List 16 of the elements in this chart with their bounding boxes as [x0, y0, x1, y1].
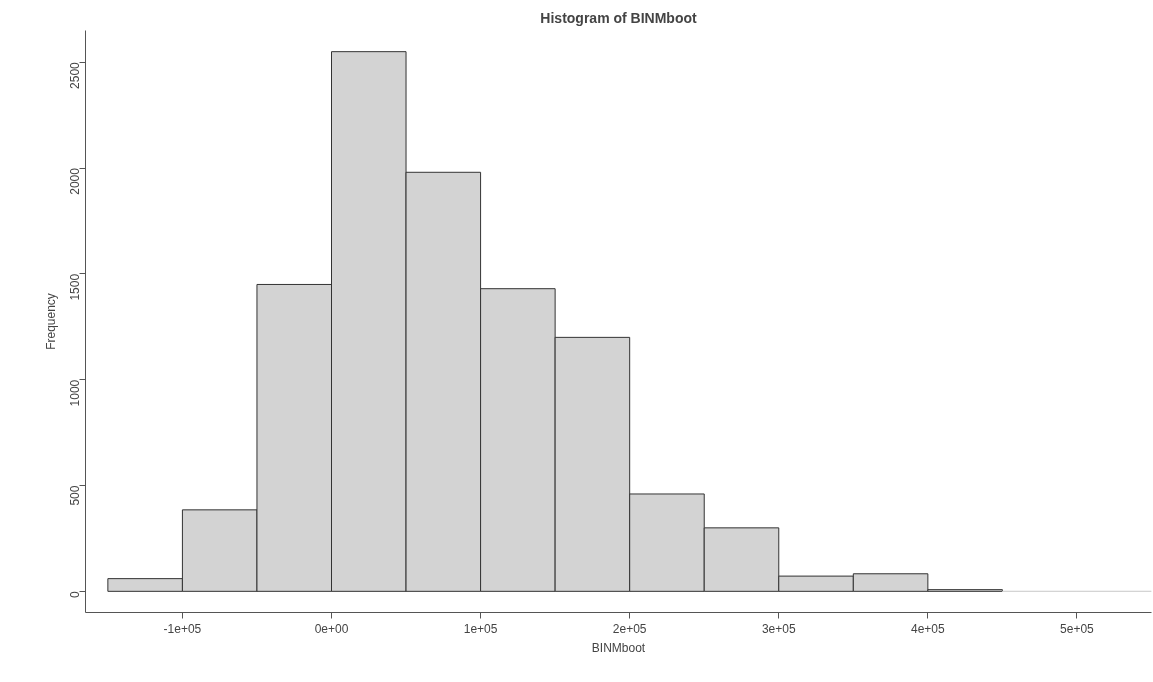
- x-tick-label: 4e+05: [911, 621, 946, 636]
- chart-title: Histogram of BINMboot: [540, 9, 697, 26]
- y-axis-title: Frequency: [43, 293, 58, 350]
- y-tick-label: 1500: [68, 273, 82, 301]
- x-tick-label: -1e+05: [163, 621, 202, 636]
- y-tick-label: 1000: [68, 379, 82, 407]
- x-tick-label: 3e+05: [761, 621, 796, 636]
- x-axis-title: BINMboot: [591, 640, 646, 655]
- y-tick-label: 2000: [68, 167, 82, 195]
- x-tick-label: 0e+00: [314, 621, 349, 636]
- x-tick-label: 2e+05: [612, 621, 647, 636]
- y-tick-label: 500: [68, 485, 82, 506]
- x-tick-label: 5e+05: [1060, 621, 1095, 636]
- y-tick-label: 2500: [68, 61, 82, 89]
- x-tick-label: 1e+05: [463, 621, 498, 636]
- y-tick-label: 0: [68, 591, 82, 599]
